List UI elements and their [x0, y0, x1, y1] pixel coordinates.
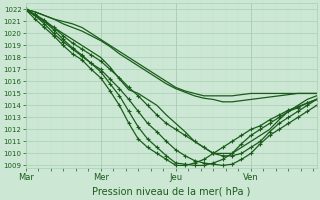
X-axis label: Pression niveau de la mer( hPa ): Pression niveau de la mer( hPa )	[92, 187, 250, 197]
